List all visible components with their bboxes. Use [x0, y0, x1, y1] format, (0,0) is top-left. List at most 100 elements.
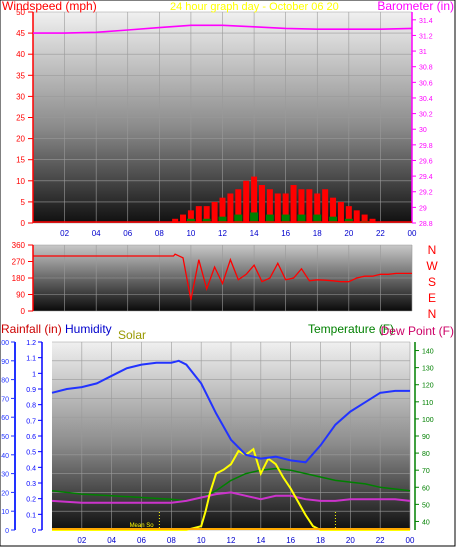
humidity-line [51, 359, 410, 464]
temp-tick-label: 100 [422, 417, 434, 424]
solar-title: Solar [118, 328, 146, 342]
humidity-tick-label: 80 [1, 378, 9, 385]
left-tick-label: 50 [16, 8, 25, 17]
mean-solar-annotation: Mean So [130, 523, 155, 529]
rainfall-tick-label: 1.1 [26, 356, 36, 363]
x-tick-label: 14 [256, 536, 265, 545]
left-tick-label: 180 [12, 274, 26, 283]
gust-bar [203, 206, 210, 223]
right-tick-label: 30.8 [419, 65, 433, 72]
left-tick-label: 270 [12, 258, 26, 267]
temperature-title: Temperature (F) [308, 322, 394, 336]
dewpoint-title: Dew Point (F) [381, 324, 454, 338]
gust-bar [298, 189, 305, 223]
gust-bar [345, 206, 352, 223]
x-tick-label: 08 [155, 229, 164, 238]
left-tick-label: 5 [21, 198, 26, 207]
x-tick-label: 18 [313, 229, 322, 238]
temp-tick-label: 70 [422, 468, 430, 475]
wind-barometer-panel: 0 5 10 15 20 25 30 35 40 45 50 28.8 29 29.2 29.4 29.6 29… [2, 0, 454, 238]
left-tick-label: 15 [16, 156, 25, 165]
temp-tick-label: 120 [422, 383, 434, 390]
gust-bar [195, 206, 202, 223]
gust-bar [235, 189, 242, 223]
gust-bar [314, 193, 321, 223]
wind-bar [218, 216, 227, 223]
x-tick-label: 00 [406, 536, 415, 545]
rainfall-tick-label: 0.2 [26, 497, 36, 504]
rainfall-tick-label: 0 [32, 528, 36, 535]
rainfall-tick-label: 0.1 [26, 512, 36, 519]
wind-bar [265, 214, 274, 223]
gust-bar [290, 185, 297, 223]
gust-bar [251, 176, 258, 223]
wind-bar [281, 214, 290, 223]
x-tick-label: 08 [167, 536, 176, 545]
left-tick-label: 90 [16, 291, 25, 300]
x-tick-label: 20 [346, 536, 355, 545]
x-tick-label: 22 [376, 229, 385, 238]
left-tick-label: 35 [16, 71, 25, 80]
wind-bar [234, 214, 243, 223]
x-tick-label: 06 [137, 536, 146, 545]
x-tick-label: 10 [186, 229, 195, 238]
temp-tick-label: 110 [422, 400, 433, 407]
left-tick-label: 0 [21, 307, 26, 316]
x-tick-label: 14 [250, 229, 259, 238]
humidity-title: Humidity [65, 322, 112, 336]
gust-bar [266, 189, 273, 223]
rainfall-tick-label: 0.6 [26, 434, 36, 441]
wind-direction-line [33, 253, 412, 301]
compass-label: W [426, 259, 438, 273]
x-tick-label: 16 [286, 536, 295, 545]
right-tick-label: 30.4 [419, 96, 433, 103]
gust-bar [219, 197, 226, 223]
gust-bar [274, 193, 281, 223]
wind-bar [250, 212, 259, 223]
rainfall-tick-label: 0.7 [26, 418, 36, 425]
gust-bar [258, 185, 265, 223]
rainfall-tick-label: 0.4 [26, 465, 36, 472]
wind-bar [297, 214, 306, 223]
humidity-tick-label: 50 [1, 434, 9, 441]
temp-tick-label: 50 [422, 502, 430, 509]
compass-label: S [428, 275, 436, 289]
left-tick-label: 360 [12, 241, 26, 250]
temp-tick-label: 130 [422, 366, 434, 373]
x-tick-label: 04 [92, 229, 101, 238]
right-tick-label: 31 [419, 49, 427, 56]
left-tick-label: 30 [16, 92, 25, 101]
rainfall-tick-label: 0.8 [26, 403, 36, 410]
left-tick-label: 10 [16, 177, 25, 186]
wind-bar [344, 218, 353, 223]
humidity-tick-label: 90 [1, 359, 9, 366]
rainfall-tick-label: 0.9 [26, 387, 36, 394]
barometer-line [33, 24, 413, 34]
x-tick-label: 06 [123, 229, 132, 238]
x-tick-label: 12 [227, 536, 236, 545]
temp-tick-label: 90 [422, 434, 430, 441]
humidity-tick-label: 70 [1, 396, 9, 403]
gust-bar [227, 193, 234, 223]
x-tick-label: 18 [316, 536, 325, 545]
compass-label: N [428, 243, 437, 257]
right-tick-label: 28.8 [419, 221, 433, 228]
right-tick-label: 31.4 [419, 18, 433, 25]
humidity-tick-label: 100 [0, 340, 9, 347]
chart-title: 24 hour graph day - October 06 20 [170, 1, 339, 13]
gust-bar [337, 201, 344, 223]
wind-bar [329, 216, 338, 223]
left-tick-label: 25 [16, 114, 25, 123]
right-tick-label: 30.6 [419, 80, 433, 87]
humidity-tick-label: 20 [1, 490, 9, 497]
right-axis-title: Barometer (in) [377, 0, 454, 13]
rainfall-tick-label: 0.3 [26, 481, 36, 488]
right-tick-label: 29.8 [419, 143, 433, 150]
right-tick-label: 29.2 [419, 190, 433, 197]
x-tick-label: 12 [218, 229, 227, 238]
compass-label: N [428, 307, 437, 321]
humidity-solar-temp-panel: 02 04 06 08 10 12 14 16 18 20 22 000102030405060708… [0, 322, 454, 545]
x-tick-label: 04 [107, 536, 116, 545]
x-tick-label: 16 [281, 229, 290, 238]
